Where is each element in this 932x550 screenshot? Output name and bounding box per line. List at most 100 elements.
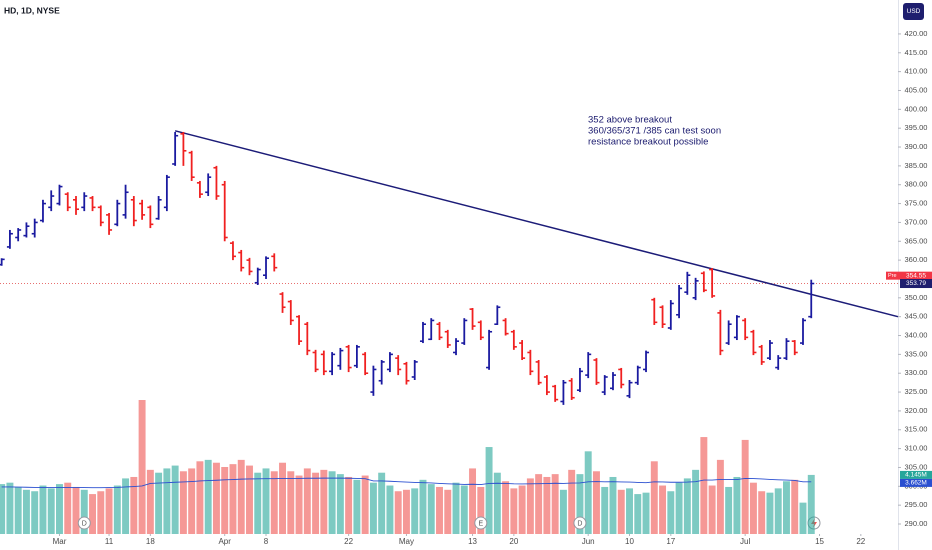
x-tick-label: 15 [815,537,824,546]
volume-bar [394,491,402,534]
volume-bar [171,465,179,534]
y-tick-label: 375.00 [905,199,928,208]
volume-bar [568,469,576,534]
volume-bar [179,471,187,534]
volume-bar [642,492,650,534]
x-tick-label: 20 [509,537,518,546]
x-tick-label: Jul [740,537,750,546]
volume-bar [312,472,320,534]
y-tick-label: 370.00 [905,217,928,226]
volume-bar [783,481,790,534]
volume-bar [89,494,96,534]
y-tick-label: 340.00 [905,331,928,340]
y-tick-label: 310.00 [905,444,928,453]
volume-bar [378,472,386,534]
x-tick-label: 22 [344,537,353,546]
y-tick-label: 295.00 [905,500,928,509]
volume-bar [361,475,369,534]
volume-bar [617,489,625,534]
volume-bar [510,488,518,534]
currency-label[interactable]: USD [907,8,921,15]
volume-bar [295,475,303,534]
annotation: resistance breakout possible [588,137,708,148]
pre-market-tag: Pre [888,273,897,279]
volume-bar [493,472,501,534]
volume-bar [105,488,113,534]
x-tick-label: Mar [53,537,67,546]
x-tick-label: 22 [856,537,865,546]
x-tick-label: May [399,537,414,546]
volume-bar [708,485,716,534]
volume-bar [262,468,270,534]
y-tick-label: 315.00 [905,425,928,434]
annotation: 360/365/371 /385 can test soon [588,126,721,137]
volume-bar [543,476,551,534]
x-tick-label: 8 [264,537,269,546]
volume-bar [138,400,146,534]
volume-bar [254,472,262,534]
volume-bar [237,459,245,534]
volume-bar [246,465,253,534]
y-tick-label: 405.00 [905,85,928,94]
x-tick-label: 17 [666,537,675,546]
volume-bar [64,482,72,534]
annotation: 352 above breakout [588,115,672,126]
volume-bar [716,459,724,534]
volume-bar [122,478,130,534]
volume-bar [725,486,733,534]
volume-bar [427,484,435,534]
volume-bar [758,491,766,534]
volume-bar [188,468,196,534]
y-tick-label: 380.00 [905,180,928,189]
volume-bar [551,474,559,534]
volume-bar [386,485,394,534]
x-tick-label: 11 [105,537,114,546]
x-tick-label: 13 [468,537,477,546]
y-tick-label: 345.00 [905,312,928,321]
volume-bar [807,474,815,534]
volume-bar [56,484,63,534]
volume-bar [799,502,807,534]
trendline [174,130,899,318]
pre-market-price: 354.55 [906,272,926,279]
volume-bar [353,479,361,534]
volume-bar [369,482,377,534]
event-label: E [478,520,483,527]
volume-bar [741,439,749,534]
volume-bar [204,459,212,534]
volume-bar [221,467,229,534]
volume-bar [229,464,237,534]
volume-bar [469,468,477,534]
volume-bar [22,489,30,534]
volume-bar [155,472,163,534]
volume-bar [518,485,526,534]
volume-bar [146,469,154,534]
volume-bar [526,478,534,534]
y-tick-label: 325.00 [905,387,928,396]
volume-bar [733,476,741,534]
volume-bar [130,476,138,534]
volume-bar [576,474,584,534]
volume-bar [0,484,6,534]
volume-bar [749,482,757,534]
volume-bar [14,486,22,534]
currency-button[interactable] [903,3,924,20]
event-label: D [82,520,87,527]
event-icon [77,516,91,530]
event-icon [474,516,488,530]
volume-bar [113,485,121,534]
volume-bar [452,482,460,534]
pre-market-box [886,271,932,280]
last-price-label: 353.79 [906,280,926,287]
volume-bar [402,489,410,534]
y-tick-label: 330.00 [905,368,928,377]
y-tick-label: 335.00 [905,349,928,358]
x-tick-label: 18 [146,537,155,546]
volume-bar [196,461,204,534]
volume-bar [485,447,493,534]
volume-bar [270,471,278,534]
volume-bar [634,494,642,534]
event-label: D [577,520,582,527]
